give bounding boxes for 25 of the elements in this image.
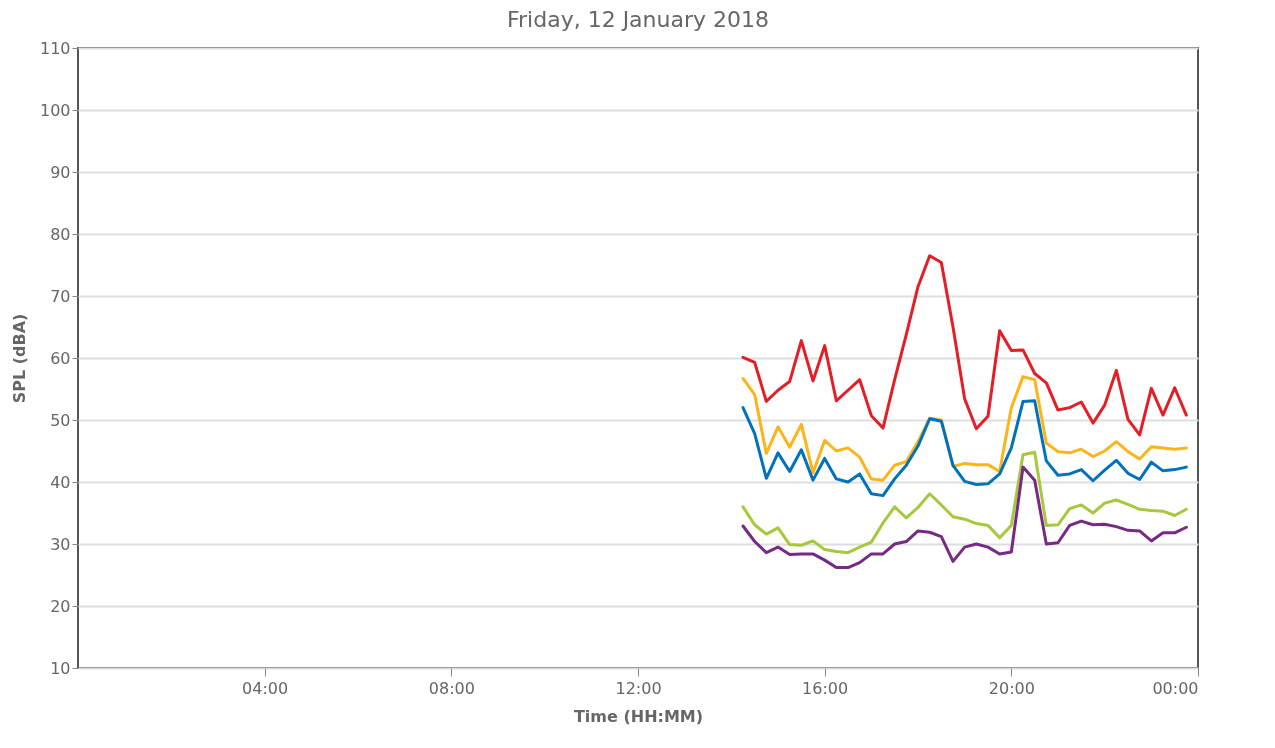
- x-tick-label: 08:00: [428, 678, 475, 698]
- x-tick-label: 20:00: [988, 678, 1035, 698]
- line-series: [741, 375, 1188, 482]
- y-tick-label: 30: [50, 534, 71, 554]
- y-tick-label: 50: [50, 410, 71, 430]
- y-axis-title: SPL (dBA): [9, 313, 29, 404]
- line-series: [741, 399, 1188, 498]
- chart-title: Friday, 12 January 2018: [506, 7, 770, 32]
- x-tick-label: 00:00: [1152, 678, 1199, 698]
- x-tick-label: 04:00: [242, 678, 289, 698]
- line-series: [741, 465, 1188, 570]
- line-series: [741, 254, 1188, 437]
- line-series: [741, 450, 1188, 555]
- y-tick-label: 100: [39, 100, 71, 120]
- y-tick-label: 80: [50, 224, 71, 244]
- y-tick-label: 20: [50, 596, 71, 616]
- y-tick-label: 70: [50, 286, 71, 306]
- y-tick-label: 60: [50, 348, 71, 368]
- y-tick-label: 90: [50, 162, 71, 182]
- x-axis-title: Time (HH:MM): [573, 706, 704, 726]
- x-tick-label: 16:00: [802, 678, 849, 698]
- y-tick-label: 110: [39, 38, 71, 58]
- y-tick-label: 10: [50, 658, 71, 678]
- y-tick-label: 40: [50, 472, 71, 492]
- x-tick-label: 12:00: [615, 678, 662, 698]
